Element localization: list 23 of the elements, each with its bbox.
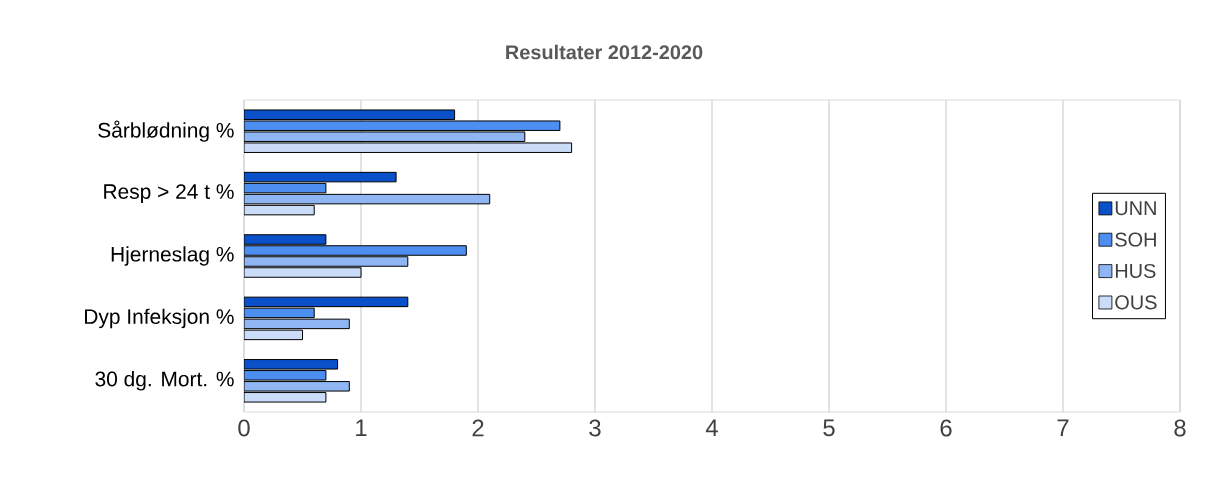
y-tick-label: Hjerneslag %	[111, 246, 234, 266]
x-tick-label: 6	[940, 419, 952, 437]
x-tick-label: 7	[1057, 419, 1069, 436]
bar	[244, 245, 467, 256]
legend-label: SOH	[1115, 232, 1156, 247]
bar	[244, 256, 409, 267]
bar	[244, 267, 362, 278]
x-tick-label: 4	[705, 419, 718, 436]
x-tick-label: 3	[589, 419, 601, 437]
y-tick-label: 30 dg. Mort. %	[95, 371, 234, 391]
y-tick-label: Sårblødning %	[98, 120, 234, 142]
x-tick-label: 5	[823, 419, 835, 437]
x-tick-label: 0	[238, 419, 250, 437]
legend-label: HUS	[1115, 263, 1156, 278]
y-tick-label: Resp > 24 t %	[104, 184, 234, 204]
x-tick-label: 1	[356, 419, 367, 436]
bar	[244, 234, 327, 245]
y-tick-label: Dyp Infeksjon %	[85, 308, 234, 329]
legend-label: UNN	[1115, 201, 1156, 216]
x-tick-label: 8	[1174, 419, 1186, 437]
legend-label: OUS	[1115, 295, 1157, 310]
chart-title: Resultater 2012-2020	[506, 44, 703, 60]
x-tick-label: 2	[472, 419, 484, 437]
